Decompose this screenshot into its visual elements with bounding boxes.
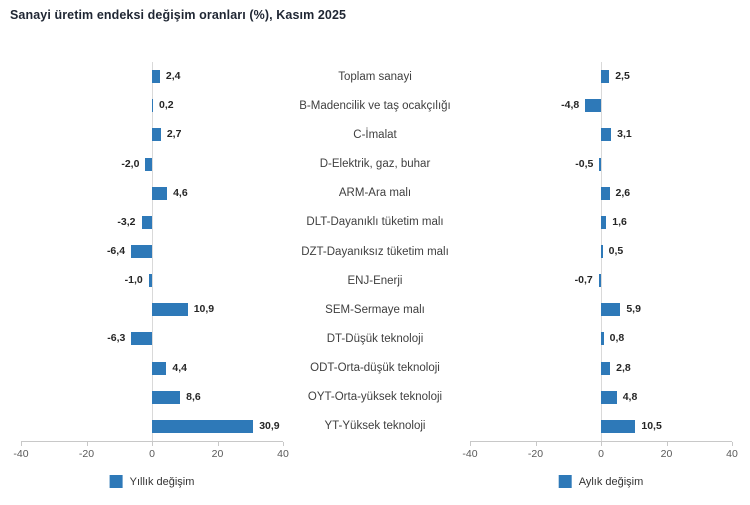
axis-tick-label: -40 [462,448,478,460]
yearly-change-chart: Yıllık değişim 2,4 0,2 2,7 -2,0 4,6 -3,2 -6,4 -… [13,62,289,502]
bar [599,157,601,171]
axis-tick-label: -40 [13,448,29,460]
category-label: YT-Yüksek teknoloji [324,420,426,433]
bar [152,361,167,375]
bar [601,419,636,433]
bar [152,128,161,142]
value-label: 1,6 [612,215,627,228]
bar [601,245,603,258]
axis-tick [21,442,22,446]
category-label: ENJ-Enerji [347,274,403,287]
legend-swatch-icon [109,475,123,488]
value-label: 0,2 [159,99,174,112]
category-label: DT-Düşük teknoloji [326,332,424,345]
bar [601,303,621,317]
bar [148,274,152,288]
category-label: ODT-Orta-düşük teknoloji [310,362,440,375]
value-label: 2,4 [165,70,181,83]
legend-monthly: Aylık değişim [558,475,644,488]
bar [141,215,152,229]
value-label: 10,9 [193,303,215,316]
value-label: 2,8 [616,361,631,374]
category-label: SEM-Sermaye malı [325,303,425,316]
axis-tick [732,442,733,446]
bar [598,274,601,288]
bar [601,186,610,200]
bar [601,128,612,142]
category-label: C-İmalat [353,128,397,141]
bar [601,70,610,84]
bar [152,186,168,200]
value-label: 4,6 [173,186,188,199]
bar [585,99,601,113]
axis-tick [470,442,471,446]
category-label: DZT-Dayanıksız tüketim malı [301,245,449,258]
value-label: -2,0 [121,157,140,170]
axis-tick-label: -20 [78,448,95,460]
value-label: 5,9 [626,303,641,316]
category-label: D-Elektrik, gaz, buhar [319,158,431,171]
value-label: -0,5 [575,157,594,170]
value-label: 4,8 [622,390,638,403]
value-label: 2,5 [615,70,630,83]
bar [152,419,254,433]
legend-yearly: Yıllık değişim [109,475,195,488]
bar [152,390,181,404]
axis-tick [217,442,219,446]
value-label: -3,2 [117,215,136,228]
axis-tick [283,442,284,446]
value-label: -6,3 [107,332,126,345]
bar [601,361,611,375]
axis-tick-label: -20 [527,448,544,460]
bar [601,215,607,229]
category-label: OYT-Orta-yüksek teknoloji [307,391,443,404]
value-label: -6,4 [106,245,126,257]
axis-tick-label: 40 [726,448,738,460]
axis-tick [86,442,88,446]
axis-tick [601,442,602,446]
value-label: 2,7 [166,128,182,141]
axis-tick-label: 0 [149,448,155,460]
category-labels: Toplam sanayi B-Madencilik ve taş ocakçıl… [283,62,467,441]
value-label: 2,6 [615,186,631,199]
category-label: B-Madencilik ve taş ocakçılığı [299,99,451,112]
bar [131,332,152,346]
axis-tick [535,442,537,446]
value-label: 0,8 [609,332,625,345]
value-label: 4,4 [172,361,188,374]
bar [152,70,160,84]
value-label: -4,8 [561,99,580,112]
page-title: Sanayi üretim endeksi değişim oranları (… [10,8,347,22]
value-label: -0,7 [574,274,593,287]
axis-tick-label: 40 [277,448,289,460]
legend-label: Yıllık değişim [129,475,195,488]
x-axis-line [470,441,732,442]
value-label: 8,6 [186,390,201,403]
value-label: -1,0 [124,274,143,287]
bar [145,157,152,171]
bar [601,332,604,346]
value-label: 3,1 [617,128,632,141]
category-label: ARM-Ara malı [338,187,412,200]
category-label: DLT-Dayanıklı tüketim malı [306,216,444,229]
x-axis-line [21,441,283,442]
value-label: 10,5 [641,419,662,432]
bar [131,245,152,258]
category-label: Toplam sanayi [338,70,412,83]
value-label: 30,9 [259,419,280,432]
legend-swatch-icon [558,475,572,488]
axis-tick-label: 20 [660,448,673,460]
axis-tick-label: 0 [598,448,604,460]
value-label: 0,5 [608,245,624,257]
zero-gridline [151,62,153,441]
bar [152,99,153,113]
bar [601,390,617,404]
axis-tick [666,442,668,446]
axis-tick-label: 20 [211,448,224,460]
bar [152,303,188,317]
axis-tick [152,442,153,446]
monthly-change-chart: Aylık değişim 2,5 -4,8 3,1 -0,5 2,6 1,6 0,5 -0,… [462,62,738,502]
legend-label: Aylık değişim [578,475,644,488]
